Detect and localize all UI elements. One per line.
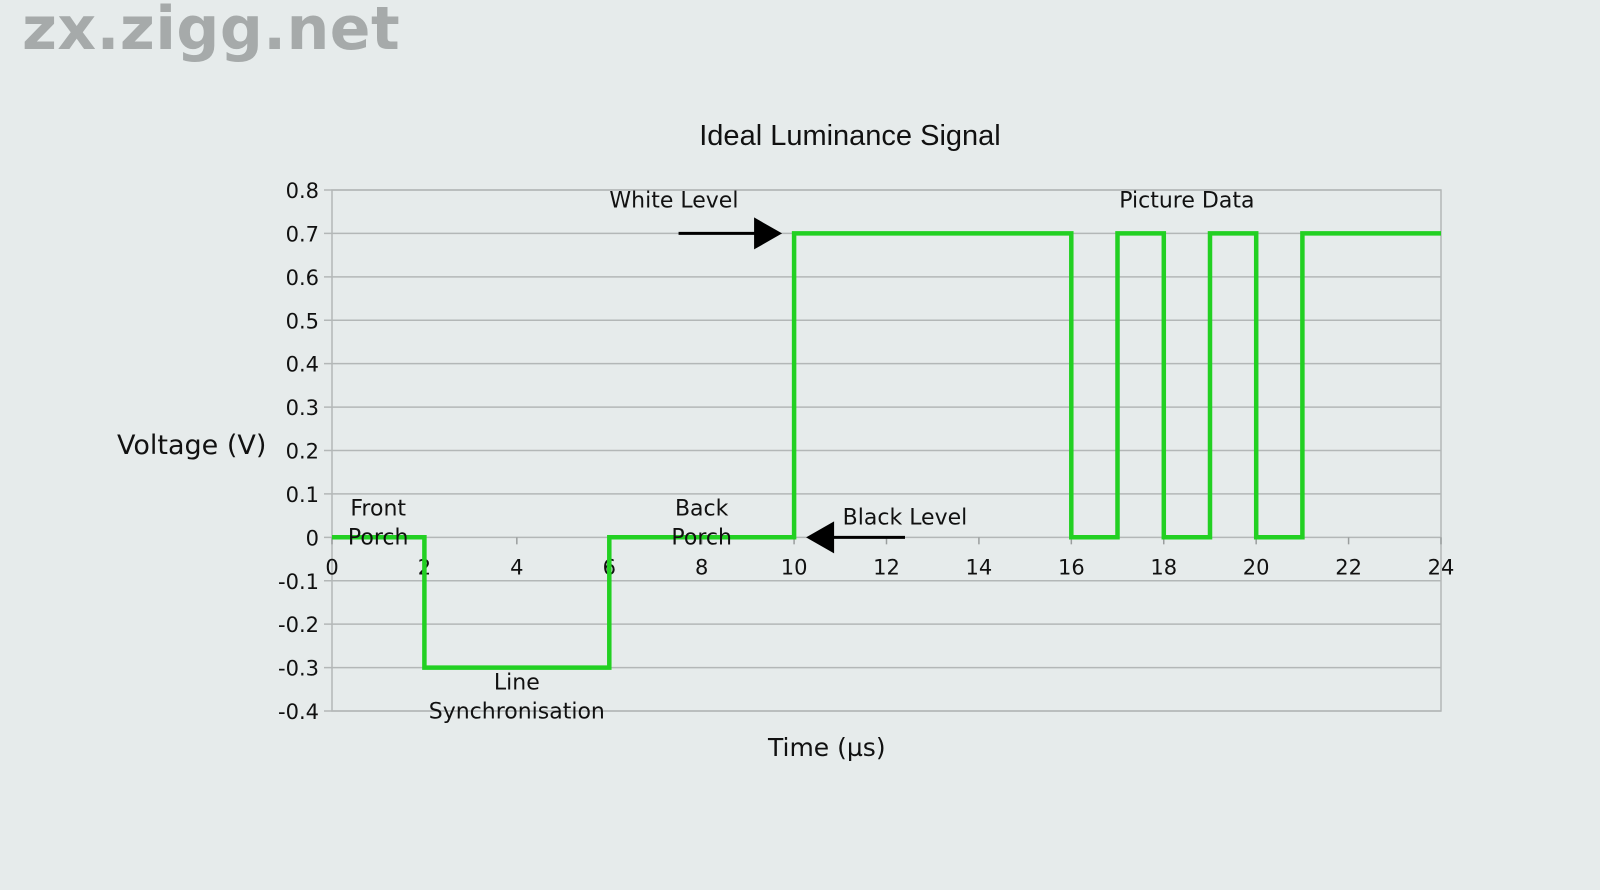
annotation-arrow-head <box>754 217 783 250</box>
x-tick-label: 0 <box>325 555 338 579</box>
x-axis-label: Time (µs) <box>768 733 886 762</box>
x-tick-label: 14 <box>966 555 993 579</box>
x-tick-label: 12 <box>873 555 900 579</box>
annotation-label: Picture Data <box>1119 188 1254 213</box>
x-tick-label: 22 <box>1335 555 1362 579</box>
annotation-line: Black Level <box>843 505 968 530</box>
x-tick-label: 4 <box>510 555 523 579</box>
y-tick-label: 0.6 <box>286 266 319 290</box>
annotation-layer: Front Porch Line Synchronisation Back Porch Wh… <box>348 188 1255 724</box>
y-tick-label: -0.1 <box>278 570 319 594</box>
y-tick-label: 0.1 <box>286 483 319 507</box>
x-tick-label: 8 <box>695 555 708 579</box>
annotation-line: Front <box>350 497 406 522</box>
y-tick-label: -0.3 <box>278 657 319 681</box>
x-tick-label: 18 <box>1150 555 1177 579</box>
y-tick-label: 0.2 <box>286 440 319 464</box>
grid-layer <box>324 189 1442 712</box>
signal-line <box>332 231 1441 670</box>
chart-title: Ideal Luminance Signal <box>699 120 1001 152</box>
annotation-line: Picture Data <box>1119 188 1254 213</box>
x-tick-label: 16 <box>1058 555 1085 579</box>
annotation-line: Line <box>494 670 540 695</box>
signal-layer <box>332 231 1441 670</box>
annotation-arrow-head <box>806 521 835 554</box>
y-tick-label: -0.4 <box>278 700 319 724</box>
annotation-label: Line Synchronisation <box>429 670 605 724</box>
x-tick-label: 20 <box>1243 555 1270 579</box>
y-tick-label: 0.4 <box>286 353 319 377</box>
y-tick-label: 0.8 <box>286 179 319 203</box>
y-tick-label: 0.3 <box>286 396 319 420</box>
y-tick-label: 0 <box>306 526 319 550</box>
annotation-label: Back Porch <box>671 497 732 551</box>
annotation-label: White Level <box>609 188 738 213</box>
y-axis-label: Voltage (V) <box>117 430 267 461</box>
watermark: zx.zigg.net <box>22 0 401 64</box>
x-tick-label: 10 <box>781 555 808 579</box>
annotation-line: Synchronisation <box>429 699 605 724</box>
annotation-line: Porch <box>671 526 732 551</box>
y-tick-label: 0.5 <box>286 309 319 333</box>
x-tick-label: 24 <box>1428 555 1455 579</box>
annotation-label: Front Porch <box>348 497 409 551</box>
annotation-line: White Level <box>609 188 738 213</box>
tick-layer: 0.80.70.60.50.40.30.20.10-0.1-0.2-0.3-0.… <box>278 179 1454 724</box>
y-tick-label: 0.7 <box>286 222 319 246</box>
annotation-line: Back <box>675 497 729 522</box>
annotation-label: Black Level <box>843 505 968 530</box>
y-tick-label: -0.2 <box>278 613 319 637</box>
annotation-line: Porch <box>348 526 409 551</box>
